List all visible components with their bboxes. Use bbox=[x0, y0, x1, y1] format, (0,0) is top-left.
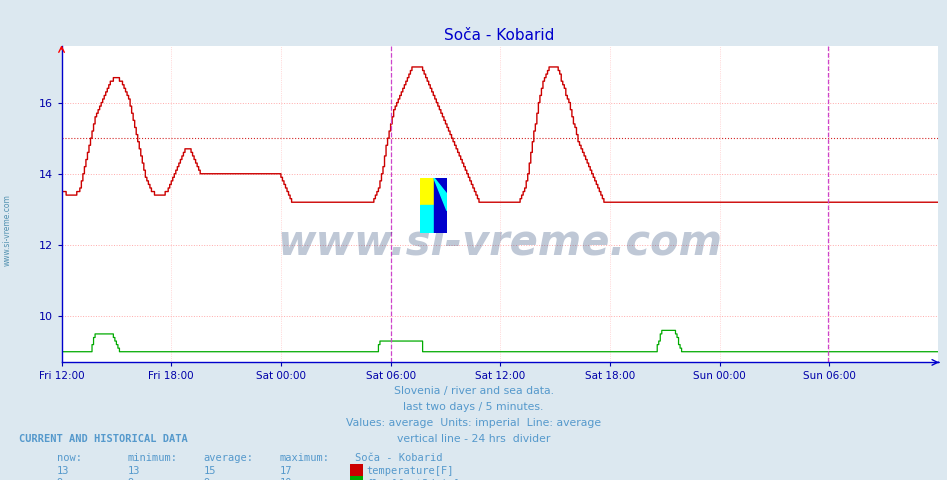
Text: temperature[F]: temperature[F] bbox=[366, 466, 454, 476]
Text: Values: average  Units: imperial  Line: average: Values: average Units: imperial Line: av… bbox=[346, 418, 601, 428]
Text: CURRENT AND HISTORICAL DATA: CURRENT AND HISTORICAL DATA bbox=[19, 434, 188, 444]
Text: 13: 13 bbox=[57, 466, 69, 476]
Text: www.si-vreme.com: www.si-vreme.com bbox=[3, 194, 12, 266]
Text: 17: 17 bbox=[279, 466, 292, 476]
Text: average:: average: bbox=[204, 453, 254, 463]
Text: 9: 9 bbox=[128, 478, 134, 480]
Text: flow[foot3/min]: flow[foot3/min] bbox=[366, 478, 460, 480]
Text: Soča - Kobarid: Soča - Kobarid bbox=[355, 453, 442, 463]
Bar bbox=[420, 178, 434, 205]
Text: Slovenia / river and sea data.: Slovenia / river and sea data. bbox=[394, 386, 553, 396]
Text: 10: 10 bbox=[279, 478, 292, 480]
Text: 15: 15 bbox=[204, 466, 216, 476]
Text: now:: now: bbox=[57, 453, 81, 463]
Bar bbox=[434, 178, 447, 233]
Text: 9: 9 bbox=[57, 478, 63, 480]
Polygon shape bbox=[434, 178, 447, 211]
Text: vertical line - 24 hrs  divider: vertical line - 24 hrs divider bbox=[397, 434, 550, 444]
Text: www.si-vreme.com: www.si-vreme.com bbox=[277, 221, 722, 263]
Text: 13: 13 bbox=[128, 466, 140, 476]
Text: 9: 9 bbox=[204, 478, 210, 480]
Title: Soča - Kobarid: Soča - Kobarid bbox=[444, 28, 555, 43]
Text: maximum:: maximum: bbox=[279, 453, 330, 463]
Bar bbox=[420, 205, 434, 233]
Text: minimum:: minimum: bbox=[128, 453, 178, 463]
Text: last two days / 5 minutes.: last two days / 5 minutes. bbox=[403, 402, 544, 412]
